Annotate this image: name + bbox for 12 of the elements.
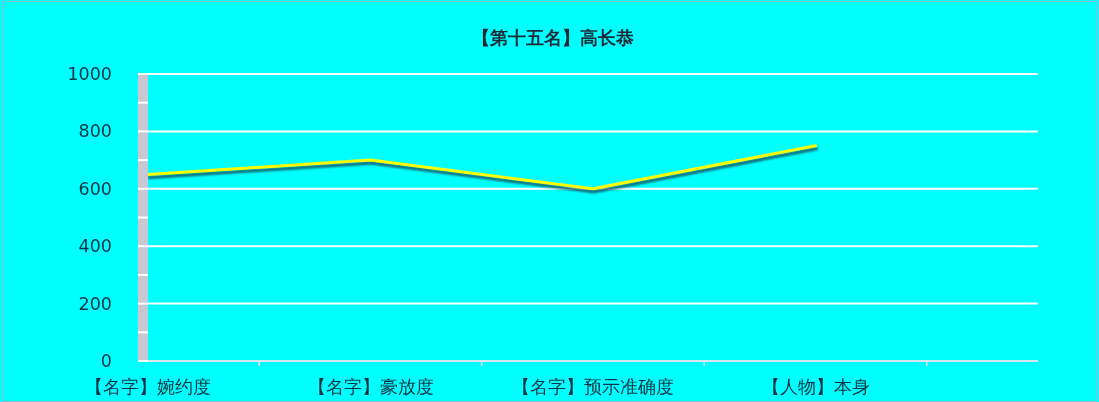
y-tick-label: 400 [78,236,112,257]
y-tick-label: 1000 [67,64,112,84]
y-tick-label: 200 [78,293,112,314]
y-tick-label: 600 [78,178,112,199]
line-series [146,144,817,191]
y-tick-label: 0 [100,351,112,371]
chart-title: 【第十五名】高长恭 [472,26,634,50]
x-tick-label: 【名字】预示准确度 [512,377,674,397]
x-tick-label: 【名字】婉约度 [85,377,211,397]
y-tick-label: 800 [78,121,112,142]
x-tick-label: 【名字】豪放度 [307,377,434,397]
x-tick-label: 【人物】本身 [761,377,870,397]
